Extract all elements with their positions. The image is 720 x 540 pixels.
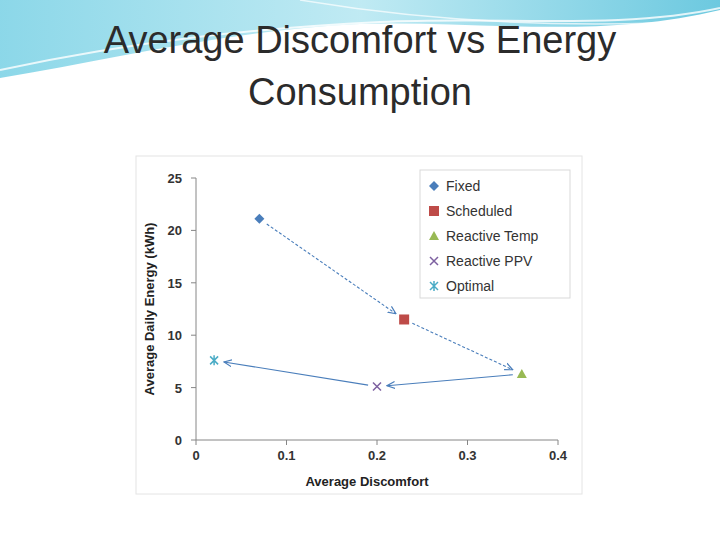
y-tick (191, 440, 196, 441)
x-tick (467, 440, 468, 445)
y-tick-label: 20 (168, 223, 182, 238)
y-tick-label: 5 (175, 381, 182, 396)
arrow (387, 375, 513, 386)
y-tick-label: 10 (168, 328, 182, 343)
legend-marker (429, 181, 439, 191)
y-tick (191, 387, 196, 388)
point (373, 383, 381, 391)
legend: Fixed Scheduled Reactive Temp Reactive PPV O… (420, 170, 570, 298)
legend-marker (429, 206, 439, 216)
y-tick-label: 0 (175, 433, 182, 448)
point (210, 355, 218, 365)
legend-label: Fixed (446, 178, 480, 194)
x-tick-label: 0 (192, 448, 199, 463)
x-tick-label: 0.2 (368, 448, 386, 463)
y-axis (196, 178, 197, 440)
y-tick (191, 335, 196, 336)
y-axis-label: Average Daily Energy (kWh) (142, 223, 157, 396)
point (399, 314, 409, 324)
x-tick (196, 440, 197, 445)
y-tick-label: 15 (168, 276, 182, 291)
legend-label: Optimal (446, 278, 494, 294)
x-tick (286, 440, 287, 445)
chart-panel (136, 156, 582, 494)
x-tick-label: 0.3 (458, 448, 476, 463)
x-tick (558, 440, 559, 445)
arrow (224, 362, 368, 385)
legend-label: Scheduled (446, 203, 512, 219)
y-tick (191, 282, 196, 283)
x-tick (377, 440, 378, 445)
legend-label: Reactive PPV (446, 253, 533, 269)
point (517, 369, 527, 378)
title: Average Discomfort vs Energy Consumption (60, 14, 660, 118)
x-axis-label: Average Discomfort (305, 474, 429, 489)
legend-marker (430, 257, 438, 265)
legend-marker (430, 281, 438, 291)
arrow (267, 224, 396, 314)
y-tick (191, 230, 196, 231)
x-tick-label: 0.4 (549, 448, 568, 463)
point (254, 214, 264, 224)
arrow (412, 323, 512, 370)
legend-label: Reactive Temp (446, 228, 539, 244)
legend-marker (429, 231, 439, 240)
y-tick (191, 178, 196, 179)
chart: 0 0.1 0.2 0.3 0.4 0 5 10 15 20 25 Average Discomfor… (0, 0, 720, 540)
y-tick-label: 25 (168, 171, 182, 186)
x-tick-label: 0.1 (277, 448, 295, 463)
legend-box (420, 170, 570, 298)
